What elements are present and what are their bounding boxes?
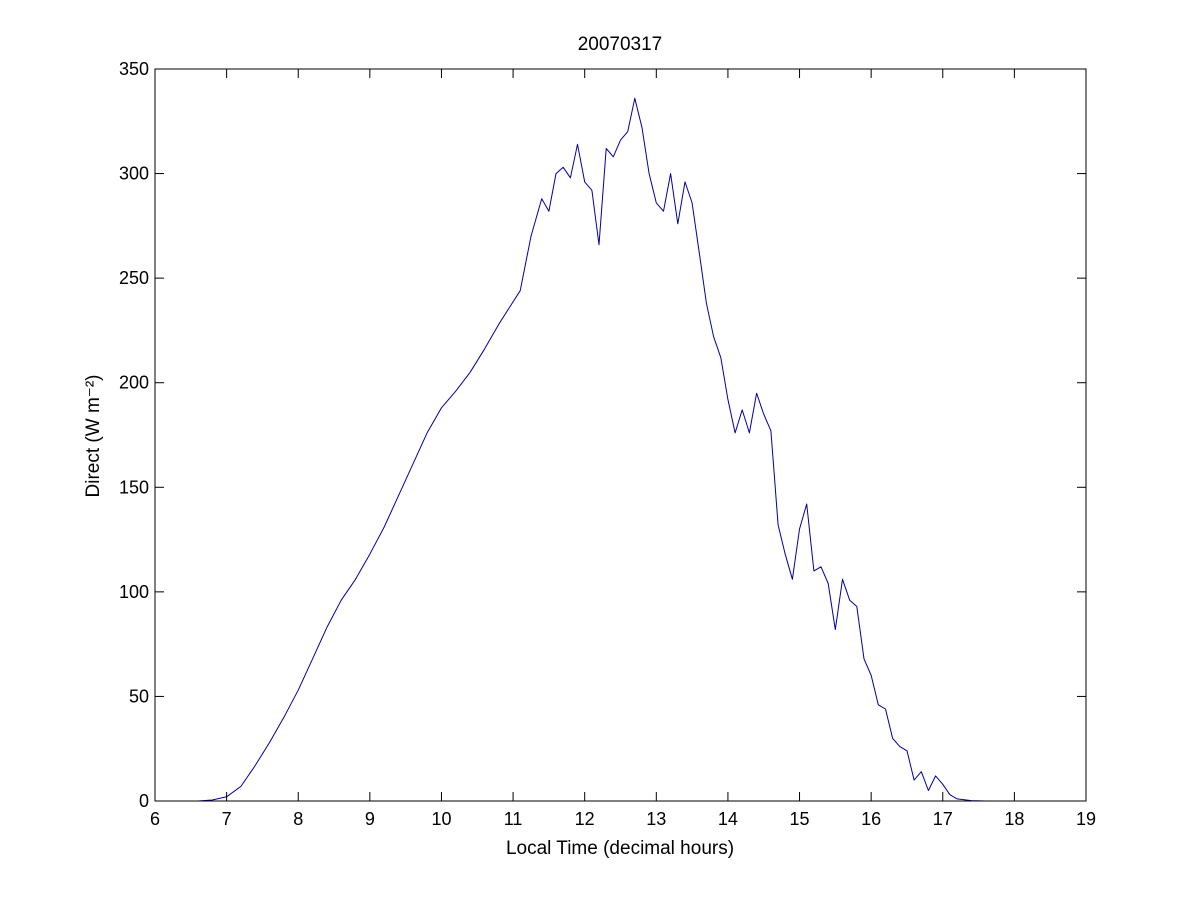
x-axis-label: Local Time (decimal hours) bbox=[506, 838, 734, 859]
x-tick-label: 9 bbox=[365, 809, 375, 829]
series-line bbox=[197, 97, 997, 802]
y-tick-label: 350 bbox=[119, 59, 149, 79]
x-tick-label: 19 bbox=[1076, 809, 1096, 829]
x-tick-label: 11 bbox=[504, 809, 523, 829]
x-tick-label: 10 bbox=[431, 809, 451, 829]
y-tick-label: 100 bbox=[119, 582, 149, 602]
x-tick-label: 12 bbox=[575, 809, 595, 829]
data-layer bbox=[197, 97, 997, 802]
y-tick-label: 250 bbox=[119, 268, 149, 288]
x-tick-label: 15 bbox=[790, 809, 810, 829]
plot-frame bbox=[154, 68, 1087, 802]
chart-title: 20070317 bbox=[578, 34, 663, 55]
x-tick-label: 14 bbox=[718, 809, 738, 829]
x-tick-label: 13 bbox=[646, 809, 666, 829]
plot-background bbox=[155, 69, 1086, 801]
y-axis-label: Direct (W m⁻²) bbox=[83, 375, 104, 498]
x-tick-label: 17 bbox=[933, 809, 953, 829]
x-tick-label: 18 bbox=[1004, 809, 1024, 829]
x-tick-label: 16 bbox=[861, 809, 881, 829]
x-tick-label: 8 bbox=[293, 809, 303, 829]
x-tick-label: 7 bbox=[222, 809, 232, 829]
y-tick-label: 300 bbox=[119, 164, 149, 184]
x-tick-label: 6 bbox=[150, 809, 160, 829]
y-tick-label: 200 bbox=[119, 373, 149, 393]
y-tick-label: 50 bbox=[129, 686, 149, 706]
y-tick-label: 150 bbox=[119, 477, 149, 497]
y-tick-label: 0 bbox=[139, 791, 149, 811]
ticks-layer: 6 7 8 9 10 11 12 13 14 15 16 17 18 19 0 50 100 150 200 250 3… bbox=[119, 59, 1096, 829]
